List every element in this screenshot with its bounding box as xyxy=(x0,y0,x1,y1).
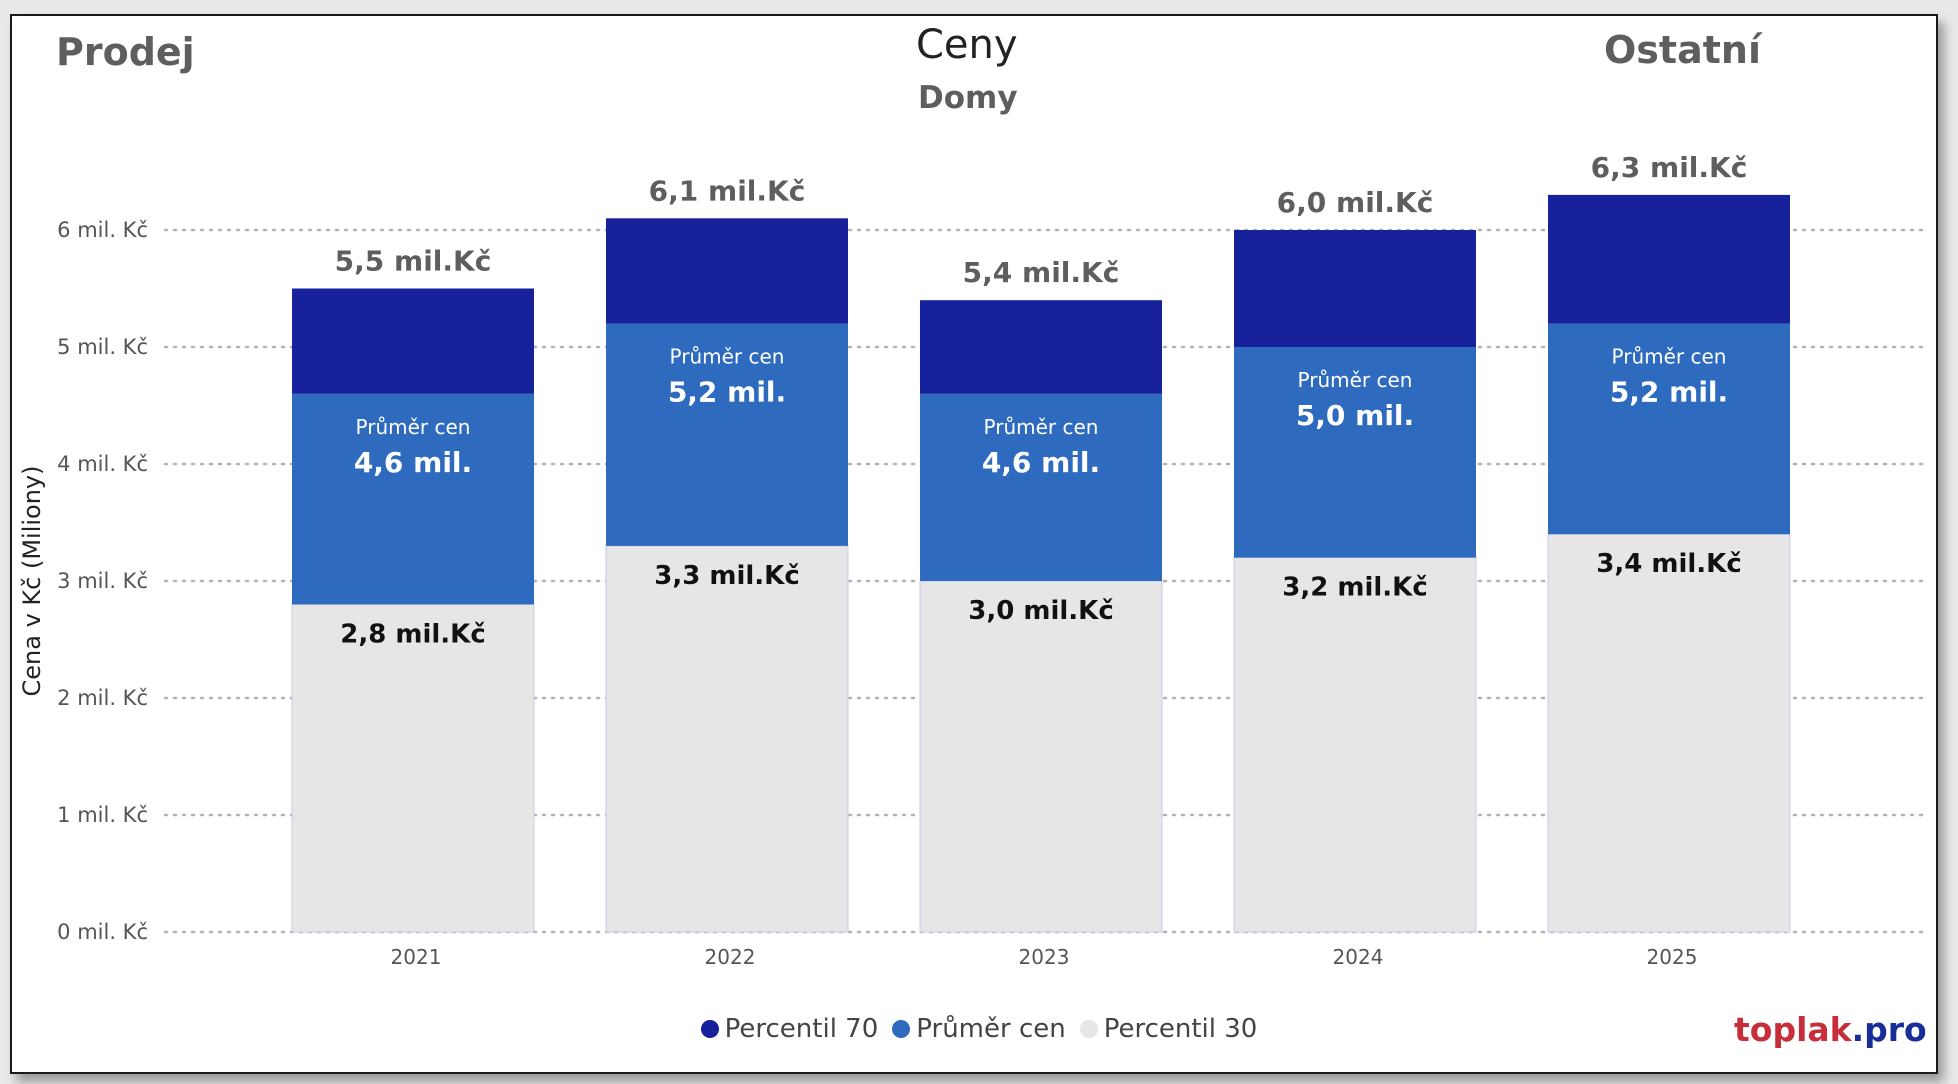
x-tick-label-2021: 2021 xyxy=(391,945,442,969)
bar-p30-2023 xyxy=(919,580,1163,933)
x-tick-label-2024: 2024 xyxy=(1333,945,1384,969)
bar-p30-2021 xyxy=(291,603,535,933)
label-avg-caption-2021: Průměr cen xyxy=(356,415,471,439)
bar-p70-2021 xyxy=(292,288,534,394)
bar-avg-2022 xyxy=(606,323,848,546)
label-p30-2022: 3,3 mil.Kč xyxy=(654,561,799,591)
label-p70-2022: 6,1 mil.Kč xyxy=(649,174,806,207)
bar-p70-2024 xyxy=(1234,230,1476,347)
label-avg-2025: 5,2 mil. xyxy=(1610,376,1728,409)
y-tick-label-5: 5 mil. Kč xyxy=(57,335,148,359)
y-tick-label-1: 1 mil. Kč xyxy=(57,803,148,827)
label-p70-2021: 5,5 mil.Kč xyxy=(335,245,492,278)
bar-avg-2025 xyxy=(1548,323,1790,535)
y-axis-label: Cena v Kč (Miliony) xyxy=(18,466,46,697)
label-p30-2024: 3,2 mil.Kč xyxy=(1282,573,1427,603)
legend-item-prumer-cen[interactable]: Průměr cen xyxy=(892,1014,1066,1044)
label-p70-2024: 6,0 mil.Kč xyxy=(1277,186,1434,219)
label-avg-caption-2025: Průměr cen xyxy=(1612,345,1727,369)
label-p70-2025: 6,3 mil.Kč xyxy=(1591,151,1748,184)
label-avg-caption-2022: Průměr cen xyxy=(670,345,785,369)
bar-p30-2022 xyxy=(605,545,849,933)
legend-marker-p30 xyxy=(1079,1020,1098,1038)
y-tick-label-6: 6 mil. Kč xyxy=(57,218,148,242)
x-tick-label-2023: 2023 xyxy=(1019,945,1070,969)
bar-p70-2025 xyxy=(1548,194,1790,324)
brand-name: toplak xyxy=(1734,1010,1852,1049)
bar-p70-2022 xyxy=(606,218,848,324)
label-avg-2021: 4,6 mil. xyxy=(354,446,472,479)
legend-label-avg: Průměr cen xyxy=(916,1014,1066,1044)
y-tick-label-0: 0 mil. Kč xyxy=(57,920,148,944)
legend-label-p30: Percentil 30 xyxy=(1103,1014,1258,1044)
bar-avg-2023 xyxy=(920,393,1162,581)
bar-p30-2024 xyxy=(1233,557,1477,933)
brand-logo[interactable]: toplak.pro xyxy=(1734,1010,1927,1049)
y-tick-label-4: 4 mil. Kč xyxy=(57,452,148,476)
label-p70-2023: 5,4 mil.Kč xyxy=(963,256,1120,289)
legend-item-percentil-30[interactable]: Percentil 30 xyxy=(1079,1014,1258,1044)
label-avg-2023: 4,6 mil. xyxy=(982,446,1100,479)
label-avg-2024: 5,0 mil. xyxy=(1296,399,1414,432)
header-right-title: Ostatní xyxy=(1604,28,1761,72)
chart-subtitle: Domy xyxy=(918,80,1018,116)
brand-tld: .pro xyxy=(1851,1010,1927,1049)
label-avg-2022: 5,2 mil. xyxy=(668,376,786,409)
label-avg-caption-2023: Průměr cen xyxy=(984,415,1099,439)
x-tick-label-2022: 2022 xyxy=(705,945,756,969)
bar-p30-2025 xyxy=(1547,533,1791,933)
legend-marker-p70 xyxy=(700,1020,719,1038)
label-p30-2023: 3,0 mil.Kč xyxy=(968,596,1113,626)
label-p30-2021: 2,8 mil.Kč xyxy=(340,619,485,649)
legend-label-p70: Percentil 70 xyxy=(724,1014,879,1044)
x-tick-label-2025: 2025 xyxy=(1647,945,1698,969)
bar-avg-2024 xyxy=(1234,347,1476,558)
chart-title: Ceny xyxy=(916,22,1018,68)
legend-marker-avg xyxy=(892,1020,911,1038)
y-tick-label-3: 3 mil. Kč xyxy=(57,569,148,593)
header-left-title: Prodej xyxy=(56,30,195,74)
legend: Percentil 70 Průměr cen Percentil 30 xyxy=(0,1014,1958,1044)
legend-item-percentil-70[interactable]: Percentil 70 xyxy=(700,1014,879,1044)
y-tick-label-2: 2 mil. Kč xyxy=(57,686,148,710)
bar-p70-2023 xyxy=(920,300,1162,394)
bar-avg-2021 xyxy=(292,393,534,605)
label-avg-caption-2024: Průměr cen xyxy=(1298,368,1413,392)
label-p30-2025: 3,4 mil.Kč xyxy=(1596,549,1741,579)
